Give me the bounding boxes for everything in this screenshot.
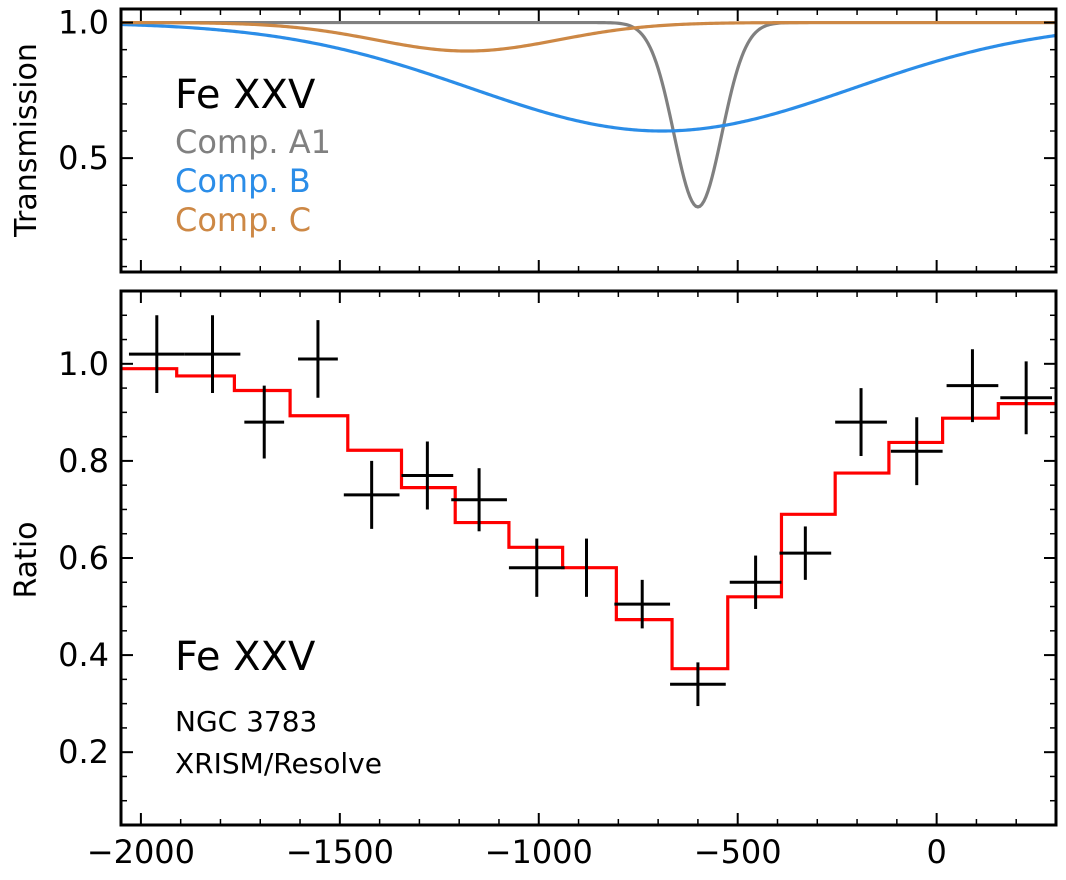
- y-tick-label: 1.0: [58, 345, 109, 383]
- curve-comp-b: [121, 22, 1056, 133]
- transmission-panel: 1.0 0.5 Transmission Fe XXV Comp. A1 Comp…: [9, 4, 1058, 274]
- ratio-ylabel: Ratio: [9, 521, 44, 598]
- transmission-frame: [119, 7, 1058, 274]
- x-tick-label: −500: [694, 833, 782, 871]
- transmission-ylabel: Transmission: [9, 43, 44, 238]
- x-tick-label: −1000: [485, 833, 593, 871]
- bottom-annotation-fe-xxv: Fe XXV: [175, 634, 316, 680]
- data-point: [244, 385, 285, 459]
- data-point: [451, 468, 507, 532]
- data-point: [890, 417, 943, 486]
- model-step-path: [121, 367, 1056, 671]
- ratio-frame: [119, 289, 1058, 827]
- ratio-axis-ticks: −2000 −1500 −1000 −500 0 1.0 0.8 0.6 0.4 0.2: [58, 290, 1057, 871]
- transmission-axis-ticks: 1.0 0.5: [58, 4, 1057, 272]
- legend-comp-b: Comp. B: [175, 162, 311, 200]
- data-point: [614, 579, 671, 629]
- y-tick-label: 0.5: [58, 139, 109, 177]
- data-point: [184, 315, 241, 393]
- data-point: [128, 315, 185, 393]
- legend-comp-c: Comp. C: [175, 201, 311, 239]
- data-point: [779, 526, 832, 580]
- data-point: [729, 555, 782, 609]
- data-point: [298, 320, 338, 398]
- data-point: [1000, 361, 1053, 435]
- x-tick-label: 0: [926, 833, 946, 871]
- x-tick-label: −1500: [286, 833, 394, 871]
- data-point: [835, 388, 887, 457]
- data-point: [670, 662, 726, 707]
- y-tick-label: 0.6: [58, 539, 109, 577]
- y-tick-label: 0.8: [58, 442, 109, 480]
- transmission-curves: [121, 20, 1056, 209]
- model-step-line: [121, 367, 1056, 671]
- y-tick-label: 0.2: [58, 733, 109, 771]
- ratio-panel: −2000 −1500 −1000 −500 0 1.0 0.8 0.6 0.4 0.2 Rati…: [9, 289, 1058, 871]
- x-tick-label: −2000: [87, 833, 195, 871]
- ratio-data-points: [128, 315, 1053, 707]
- data-point: [401, 441, 454, 510]
- data-point: [343, 460, 400, 529]
- curve-comp-c: [121, 20, 1056, 53]
- top-annotation-fe-xxv: Fe XXV: [175, 72, 316, 118]
- legend-comp-a1: Comp. A1: [175, 123, 331, 161]
- y-tick-label: 0.4: [58, 636, 109, 674]
- annotation-ngc-3783: NGC 3783: [175, 705, 317, 738]
- data-point: [946, 349, 999, 423]
- y-tick-label: 1.0: [58, 4, 109, 42]
- annotation-xrism-resolve: XRISM/Resolve: [175, 747, 382, 780]
- data-point: [508, 538, 565, 597]
